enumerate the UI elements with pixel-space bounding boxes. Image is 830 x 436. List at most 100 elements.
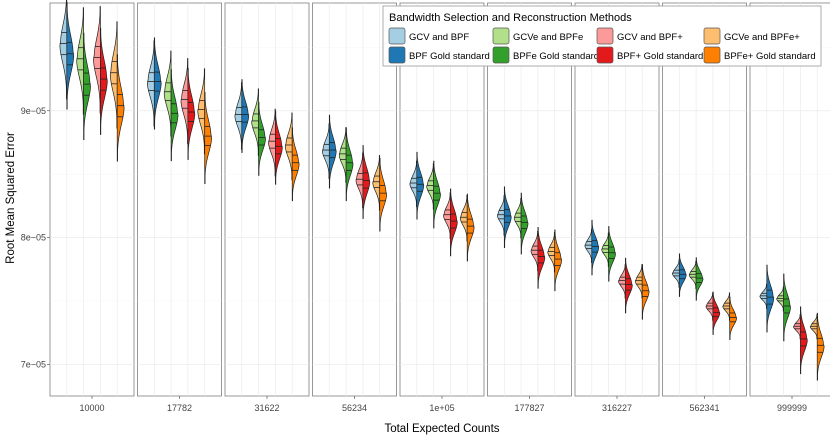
y-axis: 7e−05 8e−05 9e−05 xyxy=(21,106,50,369)
violin-half xyxy=(466,193,475,262)
violin-half xyxy=(284,112,293,181)
violin-half xyxy=(328,114,337,189)
violin-half xyxy=(372,155,381,211)
violin-half xyxy=(234,82,243,150)
y-tick-label: 9e−05 xyxy=(21,106,46,116)
facets-layer: 10000 17782 31622 56234 1e+05 177827 316227 562… xyxy=(49,0,830,413)
legend-label: GCV and BPF+ xyxy=(617,32,683,43)
violin-half xyxy=(76,7,84,115)
legend-label: GCVe and BPFe xyxy=(513,32,583,43)
violin-half xyxy=(688,260,697,289)
x-tick-label: 562341 xyxy=(689,403,719,413)
violin-half xyxy=(100,27,108,135)
facet-panel: 56234 xyxy=(312,2,397,413)
violin-half xyxy=(433,160,441,229)
violin-half xyxy=(608,226,616,282)
facet-panel: 316227 xyxy=(574,2,660,413)
violin-half xyxy=(671,259,680,288)
violin-half xyxy=(537,227,546,289)
facet-background xyxy=(662,2,747,397)
x-tick-label: 1e+05 xyxy=(429,403,454,413)
violin-half xyxy=(712,291,721,335)
violin-half xyxy=(547,232,556,273)
violin-half xyxy=(93,6,101,114)
facet-panel: 17782 xyxy=(137,2,222,413)
legend-label: GCVe and BPFe+ xyxy=(724,32,800,43)
violin-half xyxy=(204,92,213,185)
violin-half xyxy=(695,257,704,301)
legend-title: Bandwidth Selection and Reconstruction M… xyxy=(389,12,632,24)
facet-panel: 31622 xyxy=(224,2,310,413)
x-tick-label: 17782 xyxy=(167,403,192,413)
facet-background xyxy=(137,2,222,397)
legend-label: BPFe+ Gold standard xyxy=(724,51,816,62)
x-tick-label: 31622 xyxy=(254,403,279,413)
legend-key xyxy=(388,27,406,45)
violin-half xyxy=(416,151,425,220)
violin-half xyxy=(275,110,283,185)
violin-half xyxy=(163,50,172,137)
violin-half xyxy=(809,314,818,340)
violin-half xyxy=(197,68,206,155)
violin-half xyxy=(729,296,738,340)
legend-key xyxy=(388,46,406,64)
violin-half xyxy=(776,286,784,312)
legend-label: BPF+ Gold standard xyxy=(617,51,703,62)
facet-panel: 10000 xyxy=(49,0,135,413)
violin-half xyxy=(355,152,364,209)
legend-label: BPF Gold standard xyxy=(409,51,490,62)
y-tick-label: 7e−05 xyxy=(21,359,46,369)
violin-half xyxy=(554,229,563,292)
violin-half xyxy=(800,306,808,375)
violin-half xyxy=(634,264,643,299)
legend-label: GCV and BPF xyxy=(409,32,469,43)
violin-half xyxy=(625,257,633,314)
violin-half xyxy=(146,40,155,127)
violin-half xyxy=(426,163,434,210)
x-axis-title: Total Expected Counts xyxy=(384,423,499,435)
x-tick-label: 56234 xyxy=(342,403,367,413)
facet-panel: 999999 xyxy=(749,2,830,413)
y-tick-label: 8e−05 xyxy=(21,233,46,243)
facet-panel: 562341 xyxy=(662,2,747,413)
violin-half xyxy=(759,283,768,309)
x-tick-label: 316227 xyxy=(602,403,632,413)
violin-half xyxy=(783,273,791,342)
violin-half xyxy=(503,186,512,249)
legend-key xyxy=(703,46,721,64)
violin-half xyxy=(641,264,650,320)
facet-panel: 177827 xyxy=(487,2,572,413)
violin-half xyxy=(816,312,825,381)
violin-half xyxy=(338,127,347,183)
legend-key xyxy=(596,27,614,45)
facet-background xyxy=(224,2,310,397)
violin-half xyxy=(116,54,125,162)
facet-background xyxy=(574,2,660,397)
facet-panel: 1e+05 xyxy=(399,2,485,413)
x-tick-label: 177827 xyxy=(514,403,544,413)
y-axis-title: Root Mean Squared Error xyxy=(5,132,17,264)
violin-half xyxy=(530,230,539,272)
x-tick-label: 10000 xyxy=(79,403,104,413)
violin-half xyxy=(109,21,118,129)
violin-half xyxy=(187,67,196,160)
violin-half xyxy=(258,102,266,176)
violin-half xyxy=(153,37,162,130)
legend-key xyxy=(492,27,510,45)
violin-half xyxy=(345,127,354,202)
violin-half xyxy=(268,108,276,177)
legend-key xyxy=(596,46,614,64)
legend-label: BPFe Gold standard xyxy=(513,51,599,62)
facet-background xyxy=(487,2,572,397)
violin-half xyxy=(241,79,250,153)
violin-half xyxy=(291,127,300,202)
violin-half xyxy=(83,32,91,140)
violin-half xyxy=(443,192,451,239)
violin-half xyxy=(601,232,609,267)
x-tick-label: 999999 xyxy=(777,403,807,413)
violin-half xyxy=(496,195,505,236)
violin-half xyxy=(362,145,371,219)
violin-half xyxy=(618,264,626,299)
legend-key xyxy=(492,46,510,64)
